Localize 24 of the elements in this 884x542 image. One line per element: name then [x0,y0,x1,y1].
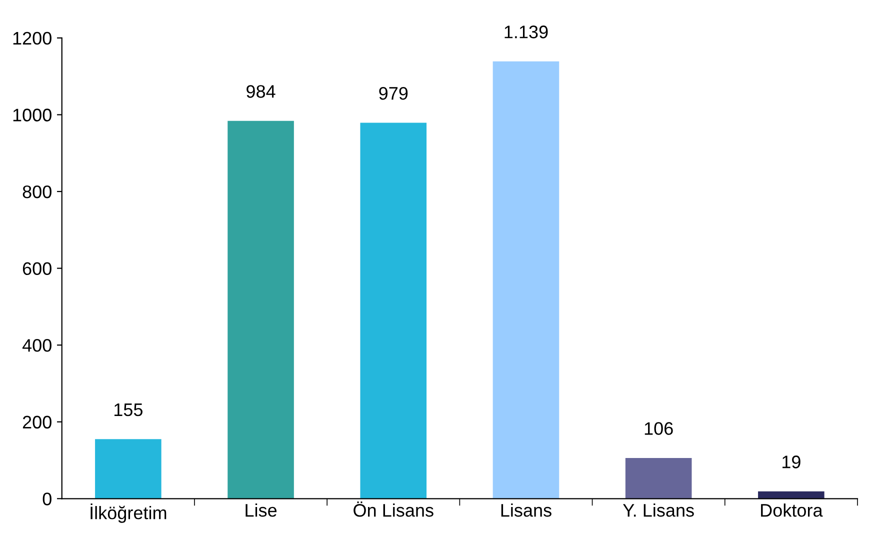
x-tick-label: Lise [246,504,277,517]
data-label: 155 [114,404,142,416]
bar [492,61,560,499]
x-tick-label: Y. Lisans [623,504,694,517]
data-label: 19 [782,456,800,468]
x-tick-label: Lisans [501,504,552,517]
data-label: 1.139 [504,26,548,38]
y-tick-label: 400 [22,339,52,352]
y-tick-label: 600 [22,262,52,276]
y-tick-label: 1000 [13,108,52,122]
x-tick-label: Ön Lisans [354,501,434,517]
y-tick-label: 1200 [13,32,52,45]
y-tick-label: 800 [22,185,52,198]
bar [625,458,692,499]
x-tick-label: Doktora [761,504,823,517]
y-tick-label: 200 [22,416,52,429]
bar [360,122,427,499]
x-tick-label: İlköğretim [90,504,166,523]
bar [95,439,162,499]
bar [228,120,294,499]
data-label: 106 [644,422,673,435]
data-label: 984 [246,85,276,98]
data-label: 979 [379,86,408,100]
y-tick-label: 0 [42,492,52,506]
